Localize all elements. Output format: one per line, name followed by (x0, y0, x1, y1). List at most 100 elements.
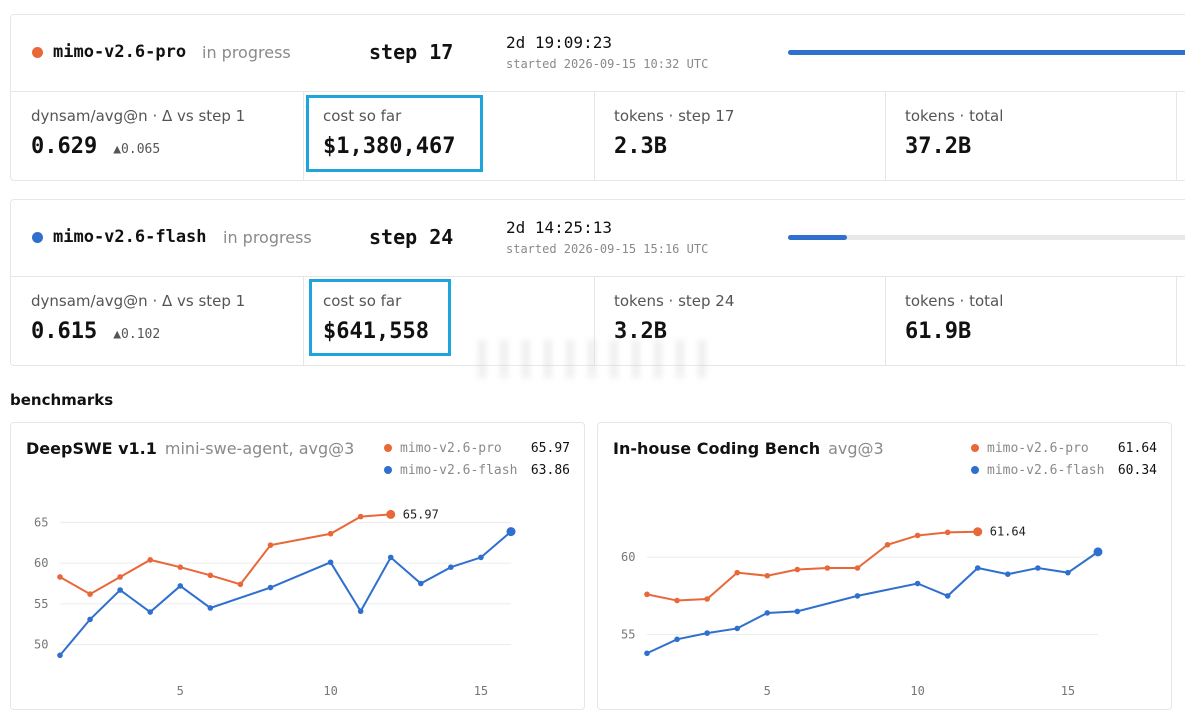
stat-cost: cost so far $1,380,467 (303, 92, 595, 180)
data-point (207, 572, 214, 579)
y-tick-label: 65 (34, 515, 48, 529)
data-point (117, 574, 123, 580)
run-progress-fill (788, 50, 1185, 55)
stat-label: tokens · total (905, 107, 1004, 125)
y-tick-label: 55 (621, 628, 635, 642)
legend-value: 65.97 (530, 440, 570, 456)
data-point (824, 565, 831, 571)
stat-label: cost so far (323, 107, 402, 125)
stat-value: 3.2B (614, 319, 667, 344)
stat-value: 2.3B (614, 134, 667, 159)
series-line (646, 551, 1099, 655)
run-color-dot (32, 47, 43, 58)
data-point (944, 529, 951, 536)
chart-title: DeepSWE v1.1 mini-swe-agent, avg@3 (26, 439, 355, 458)
run-stats: dynsam/avg@n · Δ vs step 1 0.615 ▲0.102 c… (11, 277, 1185, 365)
data-point (478, 554, 484, 561)
stat-delta: ▲0.065 (113, 142, 161, 157)
run-name[interactable]: mimo-v2.6-flash (53, 227, 207, 247)
data-point (794, 608, 801, 615)
data-point (1035, 565, 1041, 571)
y-tick-label: 60 (34, 556, 48, 570)
data-point (734, 625, 740, 632)
data-point (884, 541, 891, 548)
legend-name: mimo-v2.6-flash (400, 462, 518, 478)
run-started: started 2026-09-15 15:16 UTC (506, 242, 709, 256)
stat-label: dynsam/avg@n · Δ vs step 1 (31, 292, 246, 310)
data-point (914, 532, 921, 539)
data-point (674, 636, 680, 643)
run-card-flash[interactable]: mimo-v2.6-flash in progress step 24 2d 1… (10, 199, 1185, 366)
data-point (1065, 569, 1071, 576)
data-point (357, 608, 364, 615)
data-point (644, 591, 650, 598)
blur-artifact (478, 340, 708, 378)
data-point (418, 580, 424, 587)
data-point (506, 527, 516, 537)
x-tick-label: 10 (910, 684, 924, 698)
data-point (327, 530, 334, 537)
stat-value: $1,380,467 (323, 134, 456, 159)
data-point (177, 583, 184, 589)
end-value-label: 65.97 (403, 507, 439, 521)
data-point (794, 566, 801, 573)
run-status: in progress (223, 228, 312, 247)
data-point (267, 542, 274, 548)
legend-value: 61.64 (1117, 440, 1157, 456)
x-tick-label: 15 (474, 684, 488, 698)
stat-value: 61.9B (905, 319, 972, 344)
series-line (59, 513, 391, 596)
legend-dot (384, 444, 392, 452)
run-card-pro[interactable]: mimo-v2.6-pro in progress step 17 2d 19:… (10, 14, 1185, 181)
section-title-benchmarks: benchmarks (10, 391, 114, 409)
stat-tokens-total: tokens · total 61.9B (885, 277, 1177, 365)
data-point (914, 580, 921, 587)
x-tick-label: 5 (177, 684, 184, 698)
stat-tokens-step: tokens · step 24 3.2B (594, 277, 886, 365)
legend-value: 63.86 (530, 462, 570, 478)
data-point (973, 527, 983, 537)
data-point (854, 593, 861, 599)
data-point (764, 610, 771, 616)
data-point (87, 591, 93, 597)
data-point (704, 596, 710, 602)
data-point (448, 564, 454, 570)
series-line (59, 530, 512, 656)
stat-label: dynsam/avg@n · Δ vs step 1 (31, 107, 246, 125)
legend-dot (971, 466, 979, 474)
run-name[interactable]: mimo-v2.6-pro (53, 42, 187, 62)
run-started: started 2026-09-15 10:32 UTC (506, 57, 709, 71)
legend-item[interactable]: mimo-v2.6-flash 60.34 (971, 459, 1157, 481)
run-step: step 17 (369, 40, 454, 64)
run-status: in progress (202, 43, 291, 62)
series-line (646, 530, 978, 602)
y-tick-label: 50 (34, 638, 48, 652)
y-tick-label: 55 (34, 597, 48, 611)
run-progress-fill (788, 235, 847, 240)
stat-value: 0.629 ▲0.065 (31, 134, 161, 159)
stat-value: $641,558 (323, 319, 429, 344)
stat-cost: cost so far $641,558 (303, 277, 595, 365)
data-point (57, 574, 63, 580)
data-point (1093, 547, 1103, 557)
data-point (644, 650, 650, 657)
legend-item[interactable]: mimo-v2.6-flash 63.86 (384, 459, 570, 481)
cost-highlight-box (309, 279, 451, 356)
legend-name: mimo-v2.6-pro (987, 440, 1089, 456)
data-point (147, 557, 153, 563)
legend-item[interactable]: mimo-v2.6-pro 65.97 (384, 437, 570, 459)
x-tick-label: 5 (764, 684, 771, 698)
run-header: mimo-v2.6-flash in progress step 24 2d 1… (11, 200, 1185, 277)
stat-label: tokens · total (905, 292, 1004, 310)
x-tick-label: 10 (323, 684, 337, 698)
run-elapsed: 2d 14:25:13 (506, 218, 612, 237)
stat-tokens-total: tokens · total 37.2B (885, 92, 1177, 180)
chart-plot: 55 60 5 10 15 61.64 (621, 525, 1103, 698)
run-progress-bar (788, 235, 1185, 240)
data-point (764, 572, 771, 579)
data-point (386, 509, 396, 519)
data-point (734, 569, 740, 576)
stat-value: 0.615 ▲0.102 (31, 319, 161, 344)
legend-item[interactable]: mimo-v2.6-pro 61.64 (971, 437, 1157, 459)
data-point (327, 559, 334, 566)
